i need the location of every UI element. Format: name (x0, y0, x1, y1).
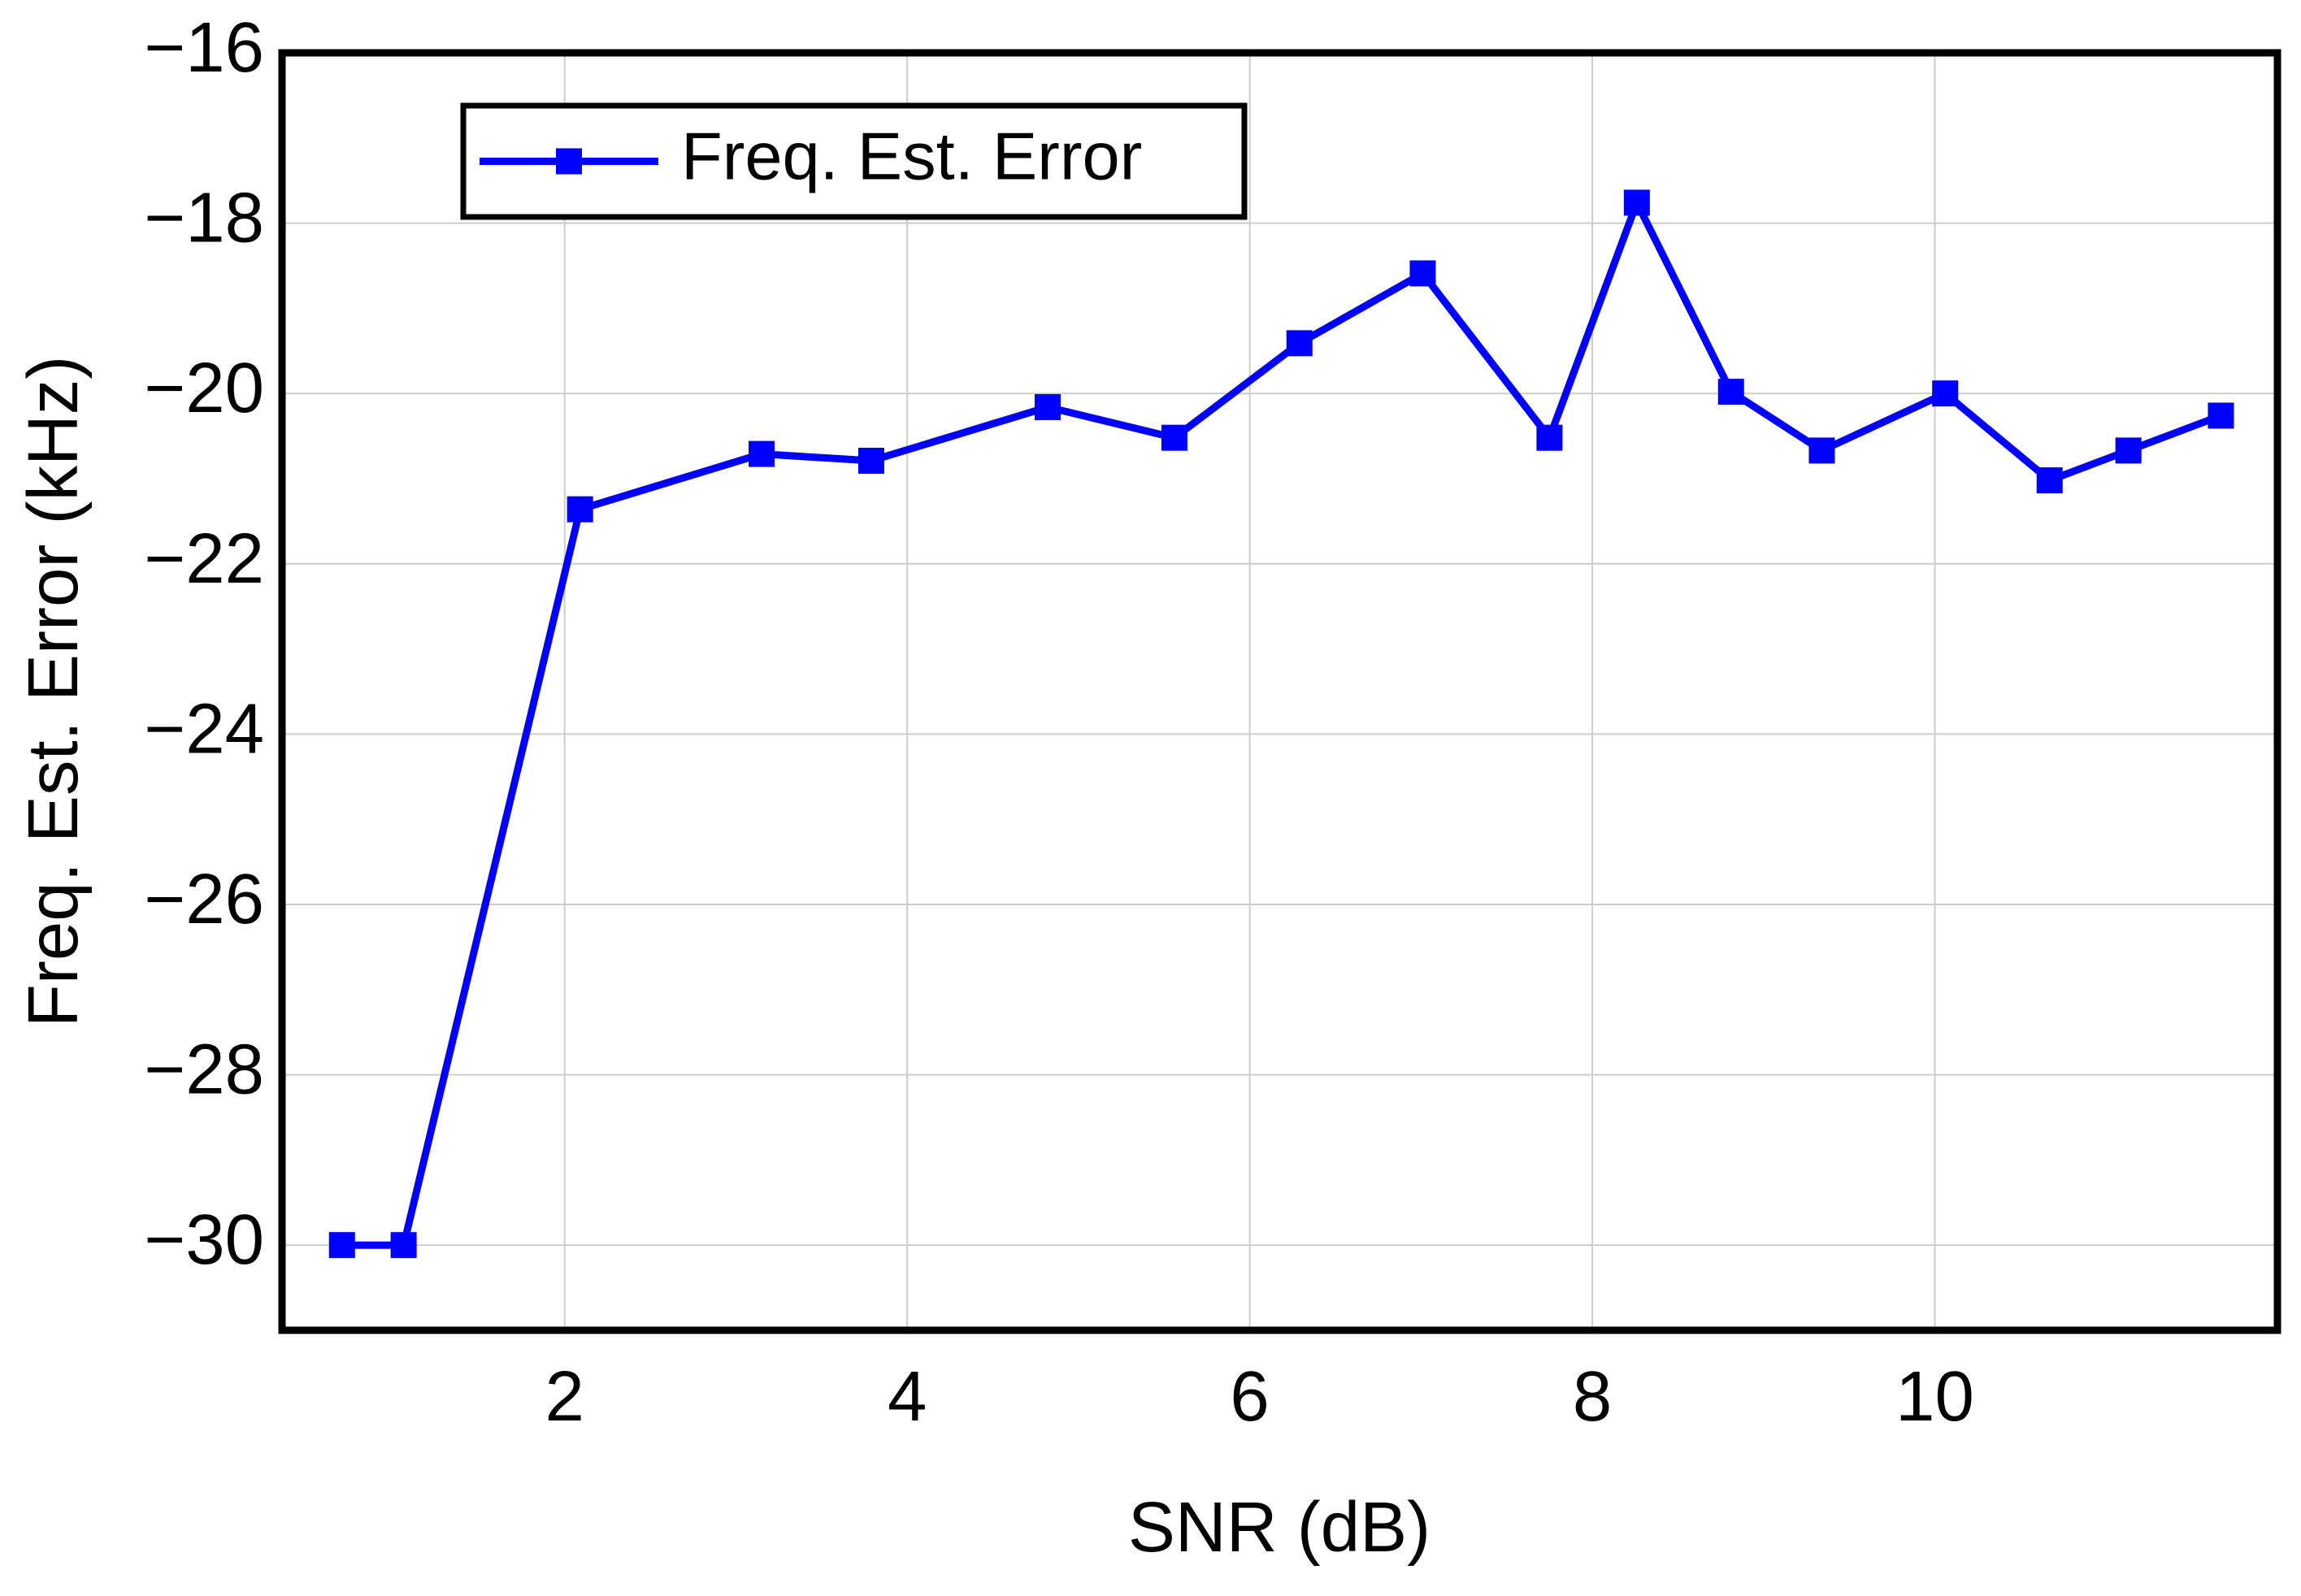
x-tick-label: 4 (888, 1357, 927, 1436)
plot-frame (278, 49, 2281, 1334)
x-tick-label: 6 (1230, 1357, 1269, 1436)
y-axis-title: Freq. Est. Error (kHz) (14, 356, 93, 1028)
data-point (1932, 380, 1959, 407)
y-tick-label: −30 (144, 1200, 264, 1279)
data-point (1286, 330, 1313, 357)
data-point (390, 1232, 417, 1259)
data-point (1808, 437, 1835, 464)
y-tick-label: −28 (144, 1030, 264, 1109)
data-point (2208, 402, 2234, 429)
data-line (341, 198, 2223, 1249)
data-point (857, 447, 884, 474)
y-tick-label: −26 (144, 860, 264, 939)
data-point (2115, 437, 2142, 464)
x-tick-label: 8 (1573, 1357, 1612, 1436)
data-point (2036, 467, 2063, 494)
data-point (1034, 393, 1061, 420)
data-point (1623, 189, 1650, 216)
data-point (1536, 424, 1563, 451)
y-tick-label: −22 (144, 519, 264, 598)
x-tick-label: 10 (1895, 1357, 1974, 1436)
y-tick-label: −20 (144, 349, 264, 427)
y-tick-label: −18 (144, 179, 264, 258)
data-point (749, 440, 775, 467)
data-point (567, 496, 593, 523)
x-axis-title: SNR (dB) (1128, 1488, 1431, 1567)
y-tick-label: −16 (144, 8, 264, 87)
data-point (328, 1232, 355, 1259)
legend-label: Freq. Est. Error (681, 118, 1142, 193)
data-point (1161, 424, 1187, 451)
data-point (1409, 260, 1436, 287)
x-tick-label: 2 (545, 1357, 584, 1436)
legend-marker (556, 148, 582, 175)
data-point (1717, 379, 1744, 406)
y-tick-label: −24 (144, 689, 264, 768)
